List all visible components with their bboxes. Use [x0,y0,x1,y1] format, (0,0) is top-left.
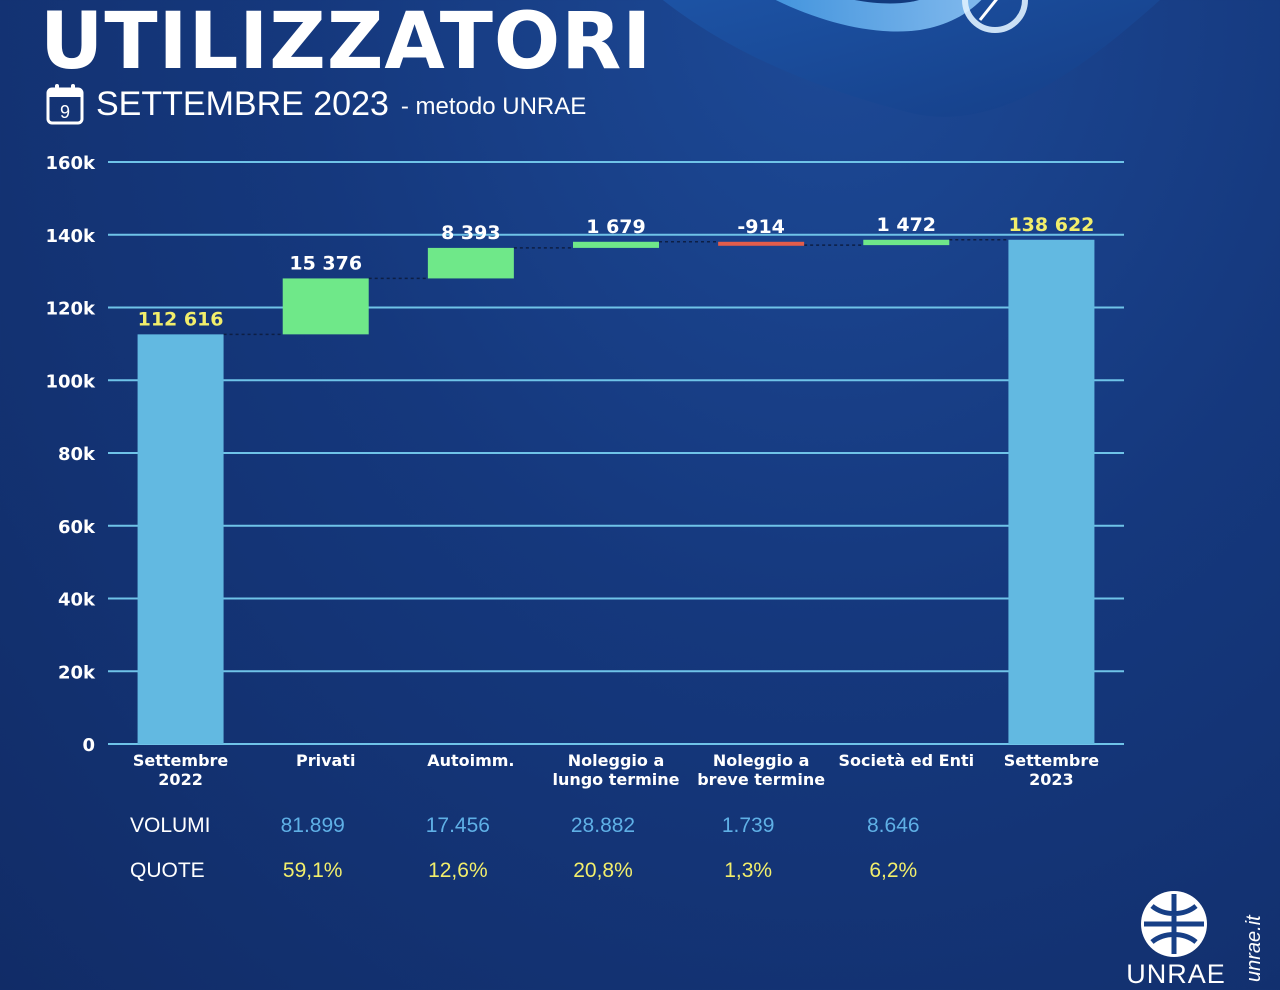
site-text: unrae.it [1243,914,1265,982]
x-tick-label: Settembre 2022 [133,751,229,789]
logo-text: UNRAE [1126,959,1226,986]
x-tick-label: Privati [296,751,355,770]
value-label: 1 472 [877,214,937,236]
y-tick-label: 60k [58,517,96,538]
calendar-day: 9 [60,102,70,122]
subtitle-method: - metodo UNRAE [400,93,587,120]
volume-value: 17.456 [425,814,490,837]
gridlines [108,161,1124,745]
bars [137,239,1095,744]
y-tick-label: 40k [58,590,96,611]
subtitle-date: SETTEMBRE 2023 [96,84,389,123]
share-value: 6,2% [869,859,918,882]
value-label: 138 622 [1008,214,1094,236]
x-tick-label: Società ed Enti [838,751,974,770]
value-label: 8 393 [441,222,501,244]
value-labels: 112 616 15 376 8 393 1 679 -914 1 472 138 622 [138,214,1095,331]
y-tick-label: 20k [58,662,96,683]
value-label: 112 616 [138,308,224,330]
volume-value: 1.739 [721,814,775,837]
volume-value: 81.899 [280,814,345,837]
share-value: 59,1% [282,859,343,882]
value-label: 1 679 [586,216,646,238]
value-label: -914 [737,216,785,238]
share-value: 20,8% [573,859,633,882]
bar-increase [863,239,950,246]
bar-total [1008,239,1095,744]
y-tick-label: 80k [58,444,96,465]
page-title: UTILIZZATORI [40,0,653,87]
bar-increase [282,278,369,335]
bar-decrease [718,241,805,246]
volumes-label: VOLUMI [130,814,211,837]
x-tick-label: Settembre 2023 [1004,751,1100,789]
connectors [223,239,1009,336]
shares-label: QUOTE [130,859,205,882]
y-axis-ticks: 0 20k 40k 60k 80k 100k 120k 140k 160k [45,153,96,756]
bar-total [137,334,224,744]
x-tick-label: Autoimm. [427,751,514,770]
y-tick-label: 120k [45,299,96,320]
site-url: unrae.it [1243,914,1265,982]
x-tick-label: Noleggio a breve termine [697,751,825,789]
x-axis-labels: Settembre 2022 Privati Autoimm. Noleggio a lu… [133,751,1099,789]
y-tick-label: 140k [45,226,96,247]
x-tick-label: Noleggio a lungo termine [552,751,679,789]
y-tick-label: 160k [45,153,96,174]
value-label: 15 376 [289,252,362,274]
volume-value: 28.882 [570,814,636,837]
waterfall-chart: 0 20k 40k 60k 80k 100k 120k 140k 160k 112 616 15 … [45,153,1124,789]
share-value: 12,6% [428,859,488,882]
y-tick-label: 100k [45,371,96,392]
bar-increase [573,241,659,248]
unrae-logo: UNRAE [1126,891,1226,986]
subtitle: 9 SETTEMBRE 2023 - metodo UNRAE [46,82,586,126]
bar-increase [427,247,514,279]
y-tick-label: 0 [82,735,95,756]
calendar-icon: 9 [46,84,84,125]
share-value: 1,3% [724,859,773,882]
volume-value: 8.646 [867,814,920,837]
